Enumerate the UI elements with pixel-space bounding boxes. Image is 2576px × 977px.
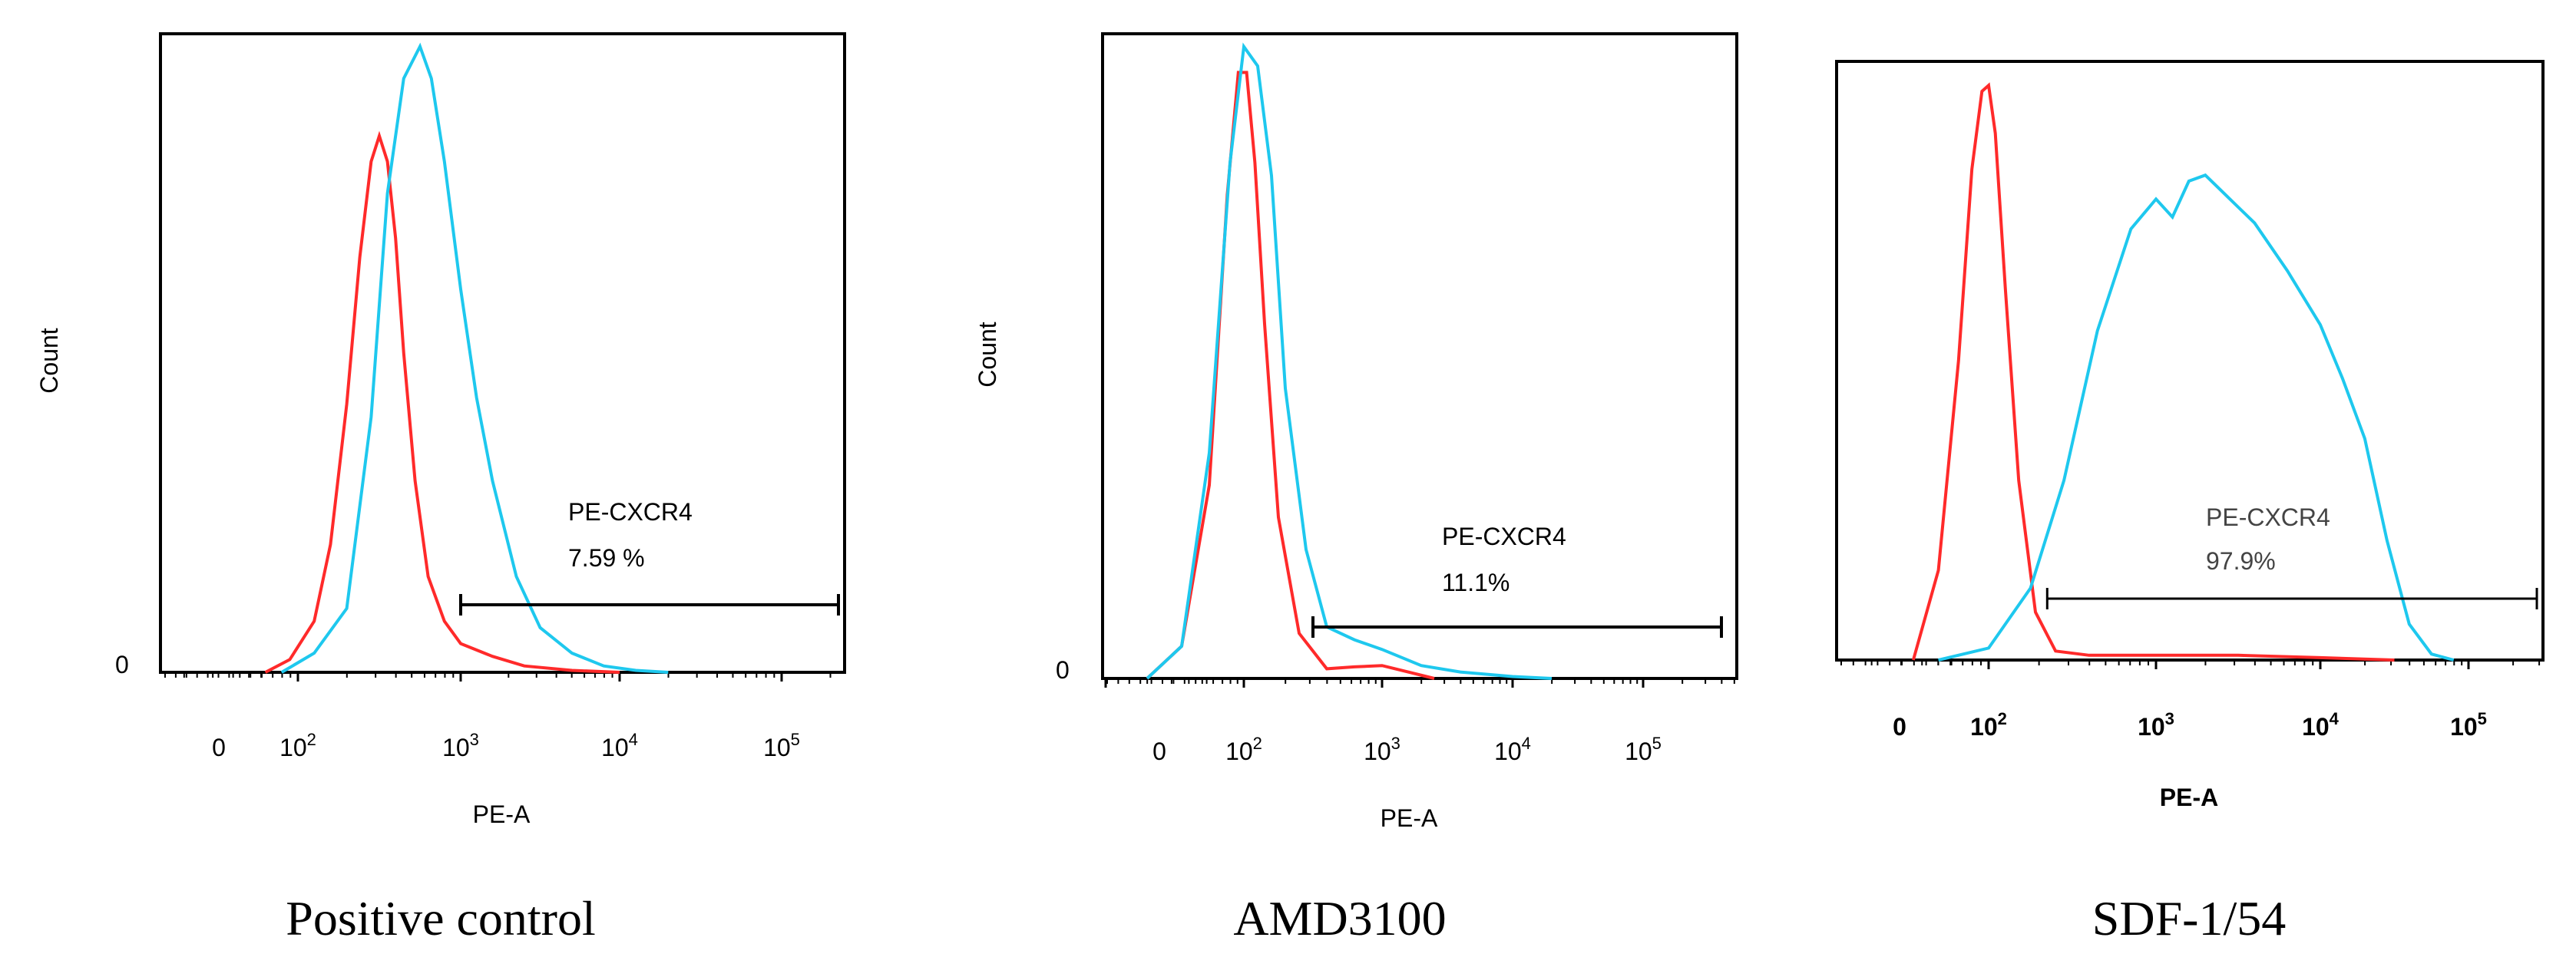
panel-amd3100: Count 0 0 102 103 104 105 PE-A PE-CXCR4 11.1… [974, 32, 1738, 946]
x-tick-label: 105 [2450, 709, 2487, 741]
series-isotype-line [264, 130, 620, 674]
series-group [1911, 82, 2455, 662]
gate-marker [459, 594, 840, 616]
series-group [1146, 42, 1553, 680]
panel-positive-control: Count 0 0 102 103 104 105 PE-A PE-CXCR4 7.59… [35, 32, 846, 946]
x-axis-label: PE-A [473, 800, 531, 828]
gate-percent-label: 7.59 % [568, 544, 645, 572]
x-axis-label: PE-A [1381, 804, 1438, 832]
x-tick-labels: 0 102 103 104 105 [1152, 734, 1662, 765]
y-zero-label: 0 [1056, 656, 1070, 684]
plot-frame [159, 32, 846, 674]
gate-percent-label: 11.1% [1442, 569, 1510, 596]
x-axis-label: PE-A [2160, 784, 2218, 811]
y-axis-label: Count [974, 322, 1001, 388]
x-tick-label: 104 [2302, 709, 2340, 741]
gate-percent-label: 97.9% [2206, 547, 2276, 575]
x-tick-label: 104 [601, 730, 638, 761]
x-tick-label: 103 [442, 730, 479, 761]
series-group [264, 42, 669, 674]
panel-sdf-1-54: 0 102 103 104 105 PE-A PE-CXCR4 97.9% SDF-1/… [1835, 60, 2545, 946]
x-tick-label: 102 [279, 730, 316, 761]
gate-name-label: PE-CXCR4 [1442, 523, 1566, 550]
gate-name-label: PE-CXCR4 [2206, 503, 2330, 531]
y-zero-label: 0 [115, 651, 129, 678]
x-axis-ticks [164, 672, 832, 682]
x-tick-label: 104 [1494, 734, 1531, 765]
panel-caption: Positive control [286, 891, 596, 946]
y-axis-label: Count [35, 328, 63, 394]
x-tick-label: 105 [763, 730, 800, 761]
x-tick-label: 105 [1625, 734, 1662, 765]
x-tick-label: 103 [1364, 734, 1400, 765]
x-tick-label: 102 [1225, 734, 1262, 765]
panel-caption: SDF-1/54 [2092, 891, 2287, 946]
x-tick-label: 0 [1893, 713, 1906, 741]
x-axis-ticks [1104, 678, 1735, 688]
gate-marker [2045, 588, 2538, 609]
series-isotype-line [1911, 82, 2395, 662]
x-tick-labels: 0 102 103 104 105 [1893, 709, 2487, 741]
series-pe-cxcr4-line [1938, 173, 2455, 662]
series-pe-cxcr4-line [280, 42, 669, 674]
x-tick-labels: 0 102 103 104 105 [212, 730, 800, 761]
plot-frame [1101, 32, 1738, 680]
x-tick-label: 103 [2138, 709, 2174, 741]
x-tick-label: 102 [1970, 709, 2007, 741]
panel-caption: AMD3100 [1233, 891, 1446, 946]
gate-name-label: PE-CXCR4 [568, 498, 693, 526]
x-axis-ticks [1840, 660, 2541, 669]
plot-frame [1835, 60, 2545, 662]
gate-marker [1311, 616, 1723, 638]
x-tick-label: 0 [1152, 738, 1166, 765]
series-pe-cxcr4-line [1146, 42, 1553, 680]
x-tick-label: 0 [212, 734, 226, 761]
